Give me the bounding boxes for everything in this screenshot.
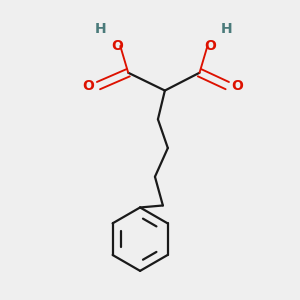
Text: H: H xyxy=(95,22,106,36)
Text: O: O xyxy=(231,79,243,93)
Text: H: H xyxy=(220,22,232,36)
Text: O: O xyxy=(111,39,123,53)
Text: O: O xyxy=(205,39,216,53)
Text: O: O xyxy=(82,79,94,93)
